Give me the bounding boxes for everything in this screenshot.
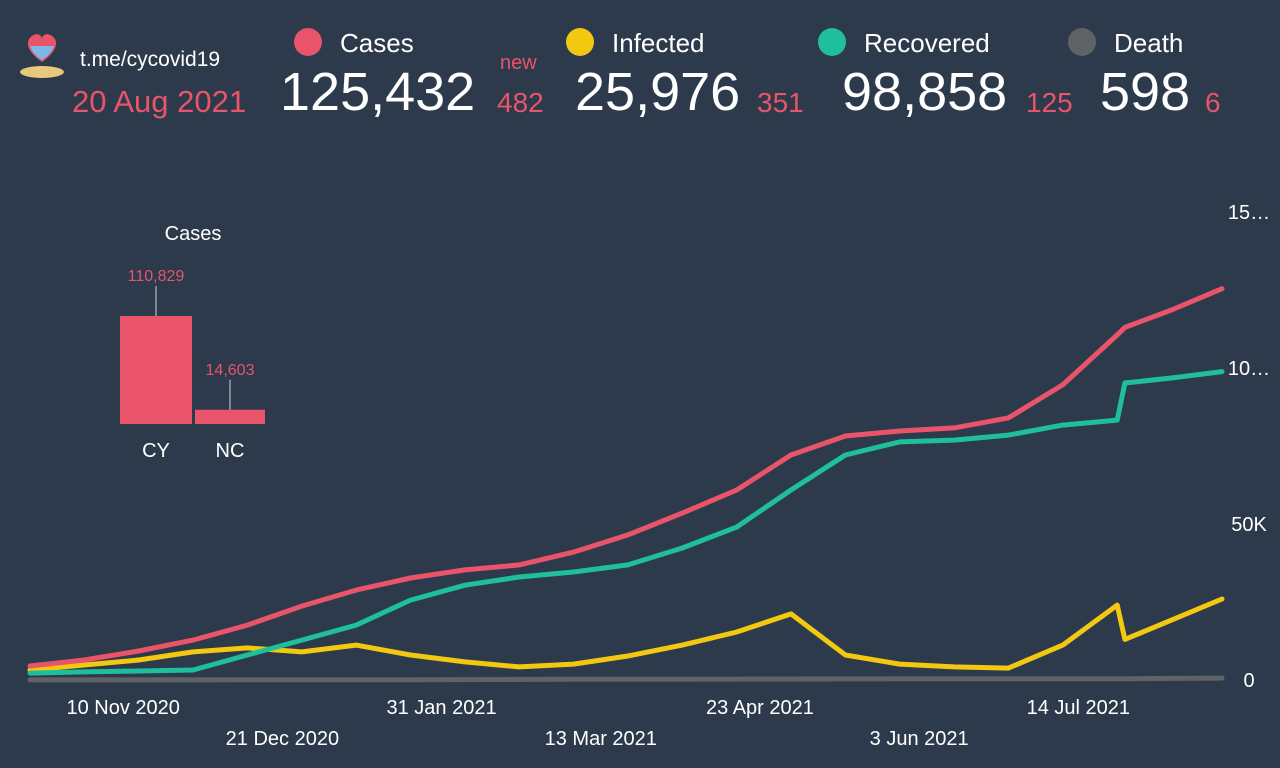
x-tick-label: 31 Jan 2021 [387, 697, 497, 719]
stat-total: 98,858 [842, 62, 1007, 122]
date: 20 Aug 2021 [72, 84, 246, 119]
stat-name: Infected [612, 28, 705, 58]
legend-dot [818, 28, 846, 56]
bar-category: CY [142, 440, 170, 462]
stat-name: Recovered [864, 28, 990, 58]
link[interactable]: t.me/cycovid19 [80, 48, 220, 71]
header-stats: Cases 125,432 482 new Infected 25,976 351 Recov… [280, 28, 1221, 122]
x-tick-label: 21 Dec 2020 [226, 728, 339, 750]
stat-new: 125 [1026, 87, 1073, 118]
new-label: new [500, 52, 537, 74]
bar-chart: 110,829 CY 14,603 NC [120, 268, 265, 462]
series-line [27, 675, 1225, 683]
legend-dot [1068, 28, 1096, 56]
bar [195, 409, 265, 424]
x-tick-label: 10 Nov 2020 [66, 697, 179, 719]
stat-name: Death [1114, 28, 1183, 58]
stat-total: 598 [1100, 62, 1190, 122]
legend-dot [294, 28, 322, 56]
stat-new: 482 [497, 87, 544, 118]
logo [20, 34, 64, 78]
bar-category: NC [216, 440, 245, 462]
bar-value-label: 110,829 [128, 268, 185, 285]
x-tick-label: 23 Apr 2021 [706, 697, 814, 719]
y-tick-label: 10… [1228, 358, 1270, 380]
bar-value-label: 14,603 [206, 362, 255, 379]
x-tick-label: 14 Jul 2021 [1027, 697, 1130, 719]
bar-chart-title: Cases [165, 223, 222, 245]
y-tick-label: 50K [1231, 514, 1267, 536]
series-line [27, 369, 1225, 676]
y-tick-label: 0 [1243, 670, 1254, 692]
stat-name: Cases [340, 28, 414, 58]
stat-total: 25,976 [575, 62, 740, 122]
x-tick-label: 3 Jun 2021 [870, 728, 969, 750]
x-tick-label: 13 Mar 2021 [545, 728, 657, 750]
y-tick-label: 15… [1228, 202, 1270, 224]
series-line [27, 596, 1225, 673]
legend-dot [566, 28, 594, 56]
stat-new: 6 [1205, 87, 1221, 118]
line-chart: 0 50K 10… 15… 10 Nov 2020 21 Dec 2020 31 Jan 2… [27, 202, 1270, 750]
stat-total: 125,432 [280, 62, 475, 122]
stat-new: 351 [757, 87, 804, 118]
bar [120, 316, 192, 424]
series-line [27, 286, 1225, 669]
